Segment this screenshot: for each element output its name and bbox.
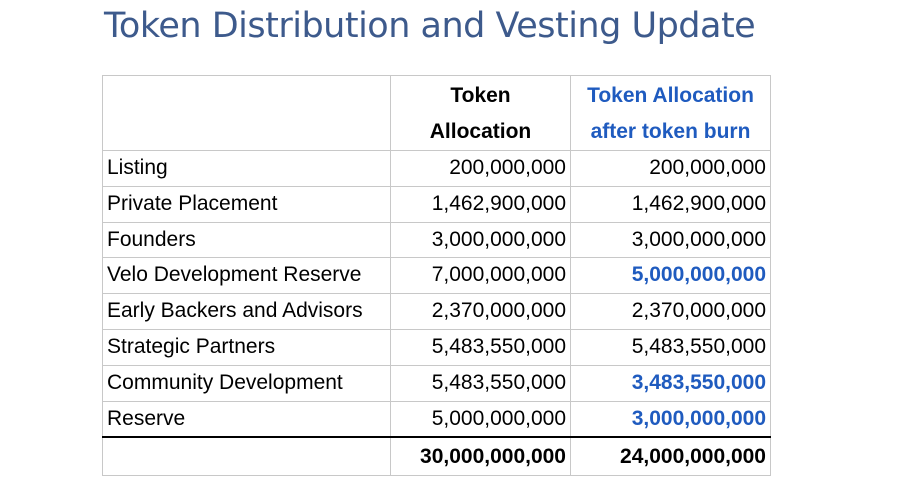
table-row: Private Placement 1,462,900,000 1,462,90…: [102, 185, 771, 223]
total-label: [102, 436, 391, 477]
table-row: Listing 200,000,000 200,000,000: [102, 150, 771, 187]
row-label: Community Development: [102, 364, 391, 402]
row-label: Velo Development Reserve: [102, 257, 391, 295]
table-row: Early Backers and Advisors 2,370,000,000…: [102, 293, 771, 330]
row-label: Strategic Partners: [102, 328, 391, 366]
header-token-allocation: Token Allocation: [390, 75, 571, 151]
row-after-burn-changed: 3,000,000,000: [570, 400, 771, 438]
row-label: Reserve: [102, 400, 391, 438]
row-allocation: 1,462,900,000: [390, 185, 571, 223]
header-after-burn-line2: after token burn: [590, 120, 751, 143]
row-after-burn-changed: 3,483,550,000: [570, 364, 771, 402]
header-row: Token Allocation Token Allocation after …: [102, 75, 771, 151]
header-token-allocation-line2: Allocation: [429, 120, 532, 143]
table-row: Strategic Partners 5,483,550,000 5,483,5…: [102, 328, 771, 366]
row-allocation: 7,000,000,000: [390, 257, 571, 295]
row-allocation: 5,483,550,000: [390, 364, 571, 402]
row-allocation: 5,000,000,000: [390, 400, 571, 438]
row-allocation: 200,000,000: [390, 150, 571, 187]
token-distribution-table: Token Allocation Token Allocation after …: [102, 75, 771, 477]
total-row: 30,000,000,000 24,000,000,000: [102, 436, 771, 477]
total-allocation: 30,000,000,000: [390, 436, 571, 477]
row-label: Early Backers and Advisors: [102, 293, 391, 330]
row-allocation: 2,370,000,000: [390, 293, 571, 330]
row-label: Founders: [102, 221, 391, 259]
row-label: Private Placement: [102, 185, 391, 223]
row-allocation: 5,483,550,000: [390, 328, 571, 366]
table-row: Reserve 5,000,000,000 3,000,000,000: [102, 400, 771, 438]
row-after-burn: 1,462,900,000: [570, 185, 771, 223]
page-title: Token Distribution and Vesting Update: [104, 6, 756, 46]
row-after-burn: 3,000,000,000: [570, 221, 771, 259]
total-after-burn: 24,000,000,000: [570, 436, 771, 477]
table-row: Velo Development Reserve 7,000,000,000 5…: [102, 257, 771, 295]
header-token-allocation-line1: Token: [450, 84, 511, 107]
row-after-burn-changed: 5,000,000,000: [570, 257, 771, 295]
row-after-burn: 200,000,000: [570, 150, 771, 187]
header-label-cell: [102, 75, 391, 151]
row-after-burn: 2,370,000,000: [570, 293, 771, 330]
table-row: Community Development 5,483,550,000 3,48…: [102, 364, 771, 402]
row-label: Listing: [102, 150, 391, 187]
row-after-burn: 5,483,550,000: [570, 328, 771, 366]
table-row: Founders 3,000,000,000 3,000,000,000: [102, 221, 771, 259]
row-allocation: 3,000,000,000: [390, 221, 571, 259]
header-after-burn-line1: Token Allocation: [587, 84, 754, 107]
header-after-burn: Token Allocation after token burn: [570, 75, 771, 151]
